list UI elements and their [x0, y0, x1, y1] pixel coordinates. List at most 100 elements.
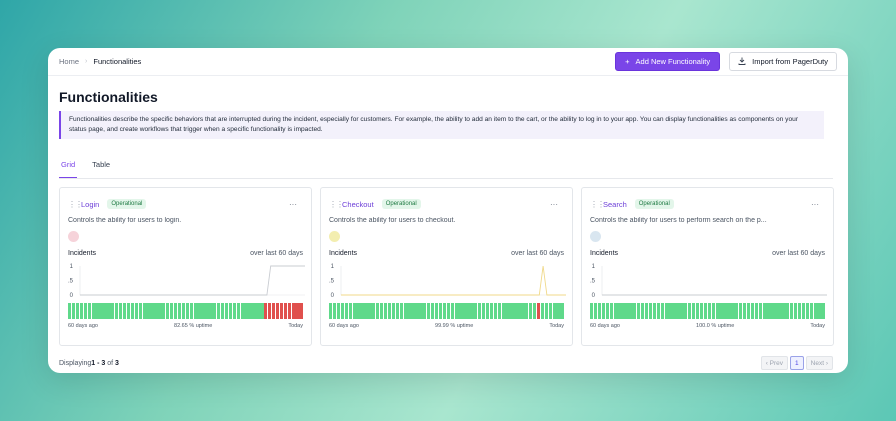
uptime-bar-up[interactable]	[505, 303, 509, 319]
uptime-bar-up[interactable]	[521, 303, 525, 319]
functionality-name[interactable]: Search	[603, 199, 627, 209]
uptime-bar-up[interactable]	[454, 303, 458, 319]
uptime-bar-up[interactable]	[146, 303, 150, 319]
uptime-bar-up[interactable]	[691, 303, 696, 319]
uptime-bar-up[interactable]	[684, 303, 688, 319]
uptime-bar-up[interactable]	[466, 303, 470, 319]
uptime-bar-up[interactable]	[786, 303, 790, 319]
uptime-bar-up[interactable]	[621, 303, 625, 319]
next-page-button[interactable]: Next ›	[805, 356, 833, 370]
uptime-bar-up[interactable]	[240, 303, 244, 319]
uptime-bar-down[interactable]	[536, 303, 541, 319]
uptime-bar-up[interactable]	[719, 303, 723, 319]
uptime-bar-up[interactable]	[497, 303, 501, 319]
uptime-bar-up[interactable]	[605, 303, 610, 319]
uptime-bar-up[interactable]	[360, 303, 364, 319]
drag-handle-icon[interactable]: ⋮⋮	[590, 199, 605, 209]
uptime-bar-up[interactable]	[166, 303, 170, 319]
uptime-bar-up[interactable]	[597, 303, 602, 319]
uptime-bar-up[interactable]	[766, 303, 770, 319]
uptime-bar-up[interactable]	[83, 303, 88, 319]
functionality-card-login[interactable]: ⋮⋮ Login Operational ··· Controls the ab…	[59, 187, 312, 346]
uptime-bar-up[interactable]	[368, 303, 372, 319]
uptime-bar-up[interactable]	[158, 303, 162, 319]
functionality-card-checkout[interactable]: ⋮⋮ Checkout Operational ··· Controls the…	[320, 187, 573, 346]
uptime-bar-up[interactable]	[560, 303, 564, 319]
uptime-bar-up[interactable]	[450, 303, 454, 319]
uptime-bar-up[interactable]	[617, 303, 621, 319]
uptime-bar-up[interactable]	[656, 303, 660, 319]
uptime-bar-up[interactable]	[478, 303, 482, 319]
uptime-bar-up[interactable]	[640, 303, 645, 319]
uptime-bar-up[interactable]	[142, 303, 146, 319]
uptime-bar-up[interactable]	[224, 303, 229, 319]
uptime-bar-up[interactable]	[79, 303, 84, 319]
uptime-bar-up[interactable]	[134, 303, 138, 319]
breadcrumb-home[interactable]: Home	[59, 57, 80, 66]
uptime-bar-up[interactable]	[609, 303, 613, 319]
page-1-button[interactable]: 1	[790, 356, 804, 370]
uptime-bar-up[interactable]	[348, 303, 352, 319]
uptime-bar-up[interactable]	[248, 303, 252, 319]
uptime-bar-up[interactable]	[809, 303, 813, 319]
uptime-bar-up[interactable]	[197, 303, 201, 319]
uptime-bar-up[interactable]	[540, 303, 545, 319]
uptime-bar-up[interactable]	[236, 303, 240, 319]
uptime-bar-up[interactable]	[103, 303, 107, 319]
uptime-bar-up[interactable]	[501, 303, 505, 319]
uptime-bar-up[interactable]	[790, 303, 794, 319]
uptime-bar-up[interactable]	[99, 303, 103, 319]
uptime-bar-up[interactable]	[509, 303, 513, 319]
uptime-bar-up[interactable]	[138, 303, 142, 319]
uptime-bar-up[interactable]	[111, 303, 115, 319]
add-functionality-button[interactable]: + Add New Functionality	[615, 52, 721, 71]
uptime-bar-up[interactable]	[668, 303, 672, 319]
uptime-bar-up[interactable]	[629, 303, 633, 319]
more-options-icon[interactable]: ···	[811, 199, 819, 209]
uptime-bar-up[interactable]	[754, 303, 759, 319]
uptime-bar-up[interactable]	[680, 303, 684, 319]
uptime-bar-up[interactable]	[601, 303, 606, 319]
uptime-bar-up[interactable]	[699, 303, 704, 319]
uptime-bar-up[interactable]	[189, 303, 193, 319]
uptime-bar-up[interactable]	[750, 303, 755, 319]
uptime-bar-up[interactable]	[778, 303, 782, 319]
uptime-bar-up[interactable]	[201, 303, 205, 319]
uptime-bar-up[interactable]	[122, 303, 127, 319]
more-options-icon[interactable]: ···	[289, 199, 297, 209]
uptime-bar-up[interactable]	[336, 303, 341, 319]
uptime-bar-up[interactable]	[260, 303, 264, 319]
import-pagerduty-button[interactable]: Import from PagerDuty	[729, 52, 837, 71]
uptime-bar-down[interactable]	[279, 303, 284, 319]
uptime-bar-up[interactable]	[169, 303, 174, 319]
uptime-bar-up[interactable]	[481, 303, 486, 319]
uptime-bar-up[interactable]	[205, 303, 209, 319]
uptime-bar-up[interactable]	[427, 303, 431, 319]
uptime-bar-down[interactable]	[268, 303, 272, 319]
uptime-bar-up[interactable]	[821, 303, 825, 319]
uptime-bar-up[interactable]	[209, 303, 213, 319]
uptime-bar-up[interactable]	[485, 303, 490, 319]
uptime-bar-up[interactable]	[395, 303, 399, 319]
uptime-bar-up[interactable]	[758, 303, 762, 319]
uptime-bar-up[interactable]	[458, 303, 462, 319]
uptime-bar-up[interactable]	[415, 303, 419, 319]
uptime-bar-up[interactable]	[383, 303, 388, 319]
uptime-bar-up[interactable]	[118, 303, 123, 319]
uptime-bar-up[interactable]	[252, 303, 256, 319]
uptime-bar-down[interactable]	[275, 303, 280, 319]
functionality-name[interactable]: Checkout	[342, 199, 374, 209]
uptime-bar-up[interactable]	[711, 303, 715, 319]
uptime-bar-up[interactable]	[544, 303, 549, 319]
uptime-bar-up[interactable]	[470, 303, 474, 319]
uptime-bar-up[interactable]	[695, 303, 700, 319]
uptime-bar-up[interactable]	[220, 303, 225, 319]
uptime-bar-up[interactable]	[644, 303, 649, 319]
uptime-bar-up[interactable]	[552, 303, 556, 319]
uptime-bar-up[interactable]	[715, 303, 719, 319]
uptime-bar-up[interactable]	[525, 303, 529, 319]
uptime-bar-up[interactable]	[329, 303, 333, 319]
uptime-bar-up[interactable]	[446, 303, 450, 319]
uptime-bar-up[interactable]	[340, 303, 345, 319]
uptime-bar-up[interactable]	[462, 303, 466, 319]
